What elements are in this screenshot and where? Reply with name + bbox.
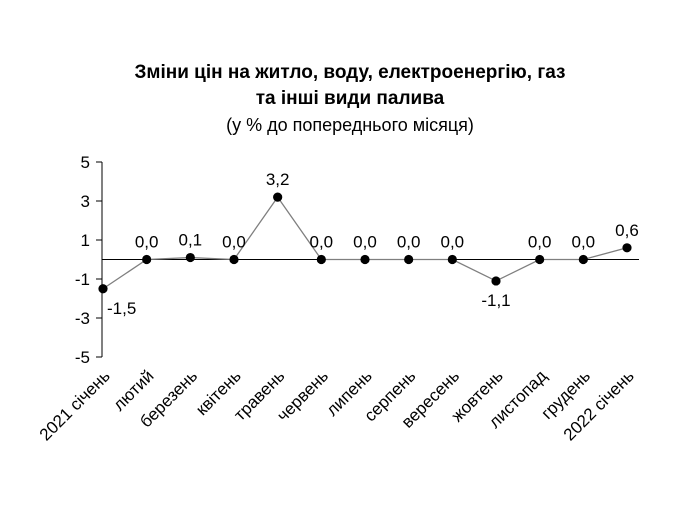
chart-title-line-2: та інші види палива — [255, 88, 445, 109]
data-point — [535, 254, 545, 265]
data-label: 0,0 — [528, 233, 552, 252]
data-point — [142, 254, 152, 265]
data-point — [622, 243, 632, 253]
data-label: 0,0 — [441, 233, 465, 252]
data-point — [578, 254, 588, 265]
data-label: 0,1 — [179, 231, 203, 250]
y-tick-label: 5 — [81, 153, 90, 172]
y-tick-label: -3 — [75, 309, 90, 328]
data-point — [491, 276, 501, 286]
data-point — [98, 284, 108, 294]
data-label: 0,0 — [135, 233, 159, 252]
data-point — [273, 192, 283, 202]
data-label: 0,0 — [397, 233, 421, 252]
data-label: -1,1 — [481, 291, 510, 310]
chart-title-line-1: Зміни цін на житло, воду, електроенергію… — [134, 62, 566, 83]
data-label: 0,6 — [615, 221, 639, 240]
data-point — [229, 254, 239, 265]
y-tick-label: 3 — [81, 192, 90, 211]
y-tick-label: -1 — [75, 270, 90, 289]
data-point — [360, 254, 370, 265]
data-label: 0,0 — [310, 233, 334, 252]
x-category-label: 2021 січень — [36, 366, 114, 444]
chart-title-block: Зміни цін на житло, воду, електроенергію… — [0, 60, 700, 138]
data-point — [185, 252, 195, 263]
data-point — [404, 254, 414, 265]
data-label: 3,2 — [266, 170, 290, 189]
data-point — [316, 254, 326, 265]
data-label: 0,0 — [572, 233, 596, 252]
y-tick-label: 1 — [81, 231, 90, 250]
y-tick-label: -5 — [75, 348, 90, 367]
data-label: -1,5 — [107, 299, 136, 318]
data-label: 0,0 — [353, 233, 377, 252]
data-point — [447, 254, 457, 265]
chart-subtitle: (у % до попереднього місяця) — [226, 115, 474, 135]
data-label: 0,0 — [222, 233, 246, 252]
